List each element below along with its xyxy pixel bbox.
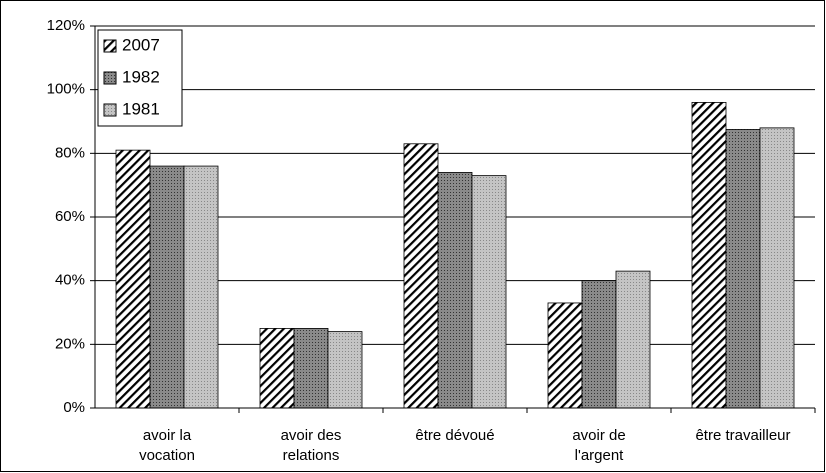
legend-label: 2007 <box>122 35 160 54</box>
legend-swatch <box>103 39 117 53</box>
bar <box>547 302 583 409</box>
legend-swatch <box>103 71 117 85</box>
bar <box>759 127 795 409</box>
x-tick-label: avoir des relations <box>280 427 342 464</box>
x-tick-label: être travailleur <box>695 427 791 444</box>
x-tick-label: avoir de l'argent <box>572 427 626 464</box>
y-tick-label: 100% <box>47 81 85 98</box>
bar <box>615 270 651 409</box>
y-tick-label: 60% <box>55 208 85 225</box>
bar <box>115 149 151 409</box>
legend-label: 1981 <box>122 99 160 118</box>
bar <box>259 328 295 409</box>
bar <box>471 175 507 409</box>
bar <box>293 328 329 409</box>
y-tick-label: 20% <box>55 335 85 352</box>
y-tick-label: 40% <box>55 272 85 289</box>
bar <box>725 129 761 409</box>
bar <box>327 331 363 409</box>
bar <box>183 165 219 409</box>
bar <box>437 172 473 409</box>
x-tick-label: être dévoué <box>415 427 495 444</box>
bar <box>581 280 617 409</box>
y-tick-label: 80% <box>55 144 85 161</box>
bar <box>691 102 727 409</box>
y-tick-label: 0% <box>63 399 85 416</box>
x-tick-label: avoir la vocation <box>139 427 195 464</box>
legend-swatch <box>103 103 117 117</box>
bar <box>403 143 439 409</box>
bar <box>149 165 185 409</box>
y-tick-label: 120% <box>47 17 85 34</box>
legend-label: 1982 <box>122 67 160 86</box>
